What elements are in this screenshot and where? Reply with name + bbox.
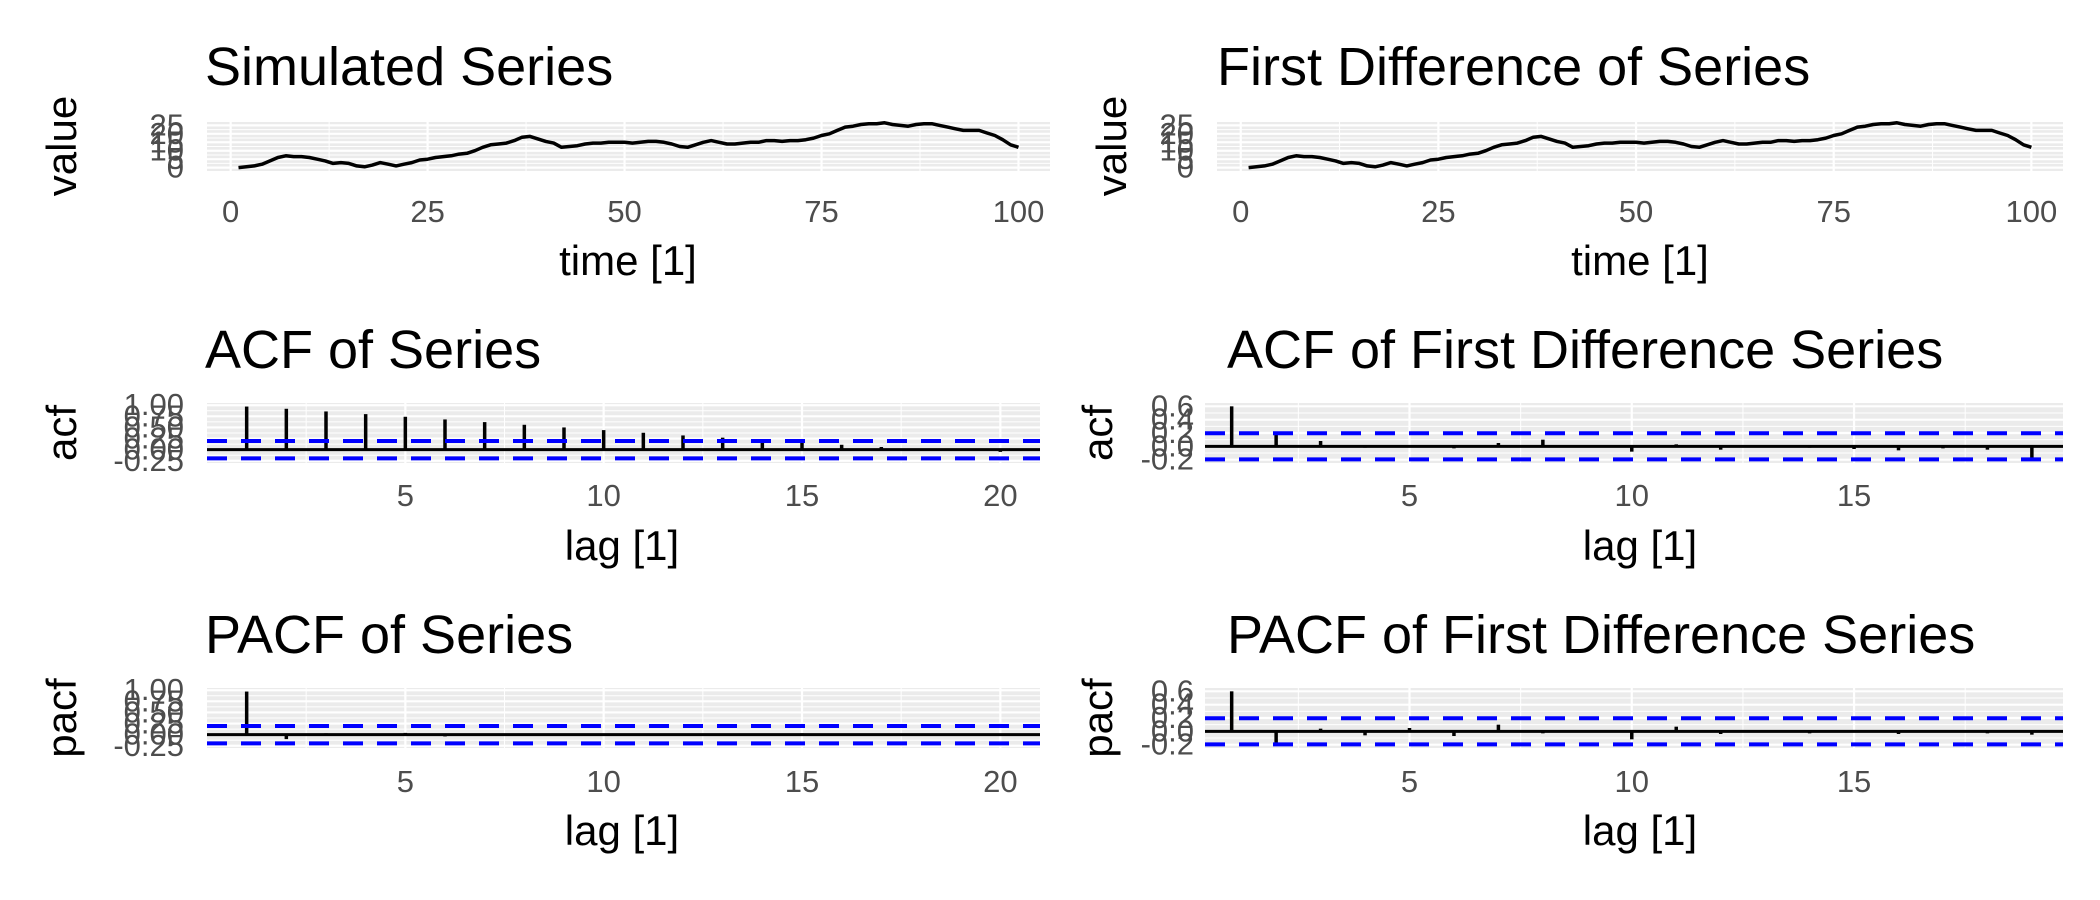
chart-title: ACF of First Difference Series bbox=[1227, 320, 1943, 380]
y-axis-title: pacf bbox=[1074, 678, 1121, 758]
y-tick-label: -0.2 bbox=[1141, 442, 1194, 477]
x-tick-label: 5 bbox=[397, 764, 414, 799]
panel-pacf-series: 5 10 15 20 -0.250.000.250.500.751.00 PACF of… bbox=[38, 605, 1040, 854]
x-tick-label: 75 bbox=[804, 194, 838, 229]
data-marks bbox=[1205, 691, 2063, 747]
data-marks bbox=[1205, 406, 2063, 462]
y-tick-label: 0.00 bbox=[124, 717, 184, 752]
data-marks bbox=[207, 406, 1040, 461]
y-axis-title: pacf bbox=[38, 678, 85, 758]
panel-pacf-first-difference: 5 10 15 -0.20.00.20.40.6 PACF of First Diff… bbox=[1074, 605, 2063, 854]
x-tick-label: 10 bbox=[1615, 764, 1649, 799]
y-tick-label: 1.00 bbox=[124, 672, 184, 707]
chart-title: Simulated Series bbox=[205, 37, 613, 97]
y-tick-label: 25 bbox=[1160, 107, 1194, 142]
y-tick-label: 5 bbox=[1177, 141, 1194, 176]
x-tick-label: 5 bbox=[397, 478, 414, 513]
y-tick-label: 0.2 bbox=[1151, 415, 1194, 450]
data-marks bbox=[238, 121, 1020, 170]
x-axis-title: lag [1] bbox=[565, 807, 679, 854]
x-axis-title: lag [1] bbox=[565, 522, 679, 569]
chart-title: PACF of Series bbox=[205, 605, 573, 665]
y-tick-label: -0.25 bbox=[113, 443, 184, 478]
data-marks bbox=[207, 691, 1040, 746]
x-tick-label: 75 bbox=[1816, 194, 1850, 229]
y-tick-label: 0.75 bbox=[124, 398, 184, 433]
y-tick-label: 0.25 bbox=[124, 421, 184, 456]
y-tick-label: 1.00 bbox=[124, 387, 184, 422]
gridlines bbox=[1217, 122, 2063, 171]
y-tick-label: -0.2 bbox=[1141, 727, 1194, 762]
tick-labels: 5 10 15 -0.20.00.20.40.6 bbox=[1141, 673, 1872, 799]
tick-labels: 5 10 15 20 -0.250.000.250.500.751.00 bbox=[113, 387, 1017, 513]
y-tick-label: 0.00 bbox=[124, 432, 184, 467]
x-tick-label: 50 bbox=[1619, 194, 1653, 229]
y-tick-label: 0.0 bbox=[1151, 428, 1194, 463]
panel-acf-series: 5 10 15 20 -0.250.000.250.500.751.00 ACF of … bbox=[38, 320, 1040, 569]
x-axis-title: lag [1] bbox=[1583, 522, 1697, 569]
y-axis-title: value bbox=[38, 96, 85, 196]
y-tick-label: 10 bbox=[1160, 133, 1194, 168]
y-tick-label: 10 bbox=[150, 133, 184, 168]
x-tick-label: 0 bbox=[1232, 194, 1249, 229]
y-tick-label: 20 bbox=[1160, 116, 1194, 151]
y-axis-title: acf bbox=[1074, 405, 1121, 461]
y-tick-label: 0.75 bbox=[124, 683, 184, 718]
x-tick-label: 100 bbox=[2006, 194, 2058, 229]
y-tick-label: 0.4 bbox=[1151, 402, 1194, 437]
x-tick-label: 15 bbox=[785, 764, 819, 799]
chart-title: PACF of First Difference Series bbox=[1227, 605, 1975, 665]
y-tick-label: 0.50 bbox=[124, 409, 184, 444]
x-tick-label: 5 bbox=[1401, 764, 1418, 799]
y-tick-label: 0.25 bbox=[124, 706, 184, 741]
series-line bbox=[1248, 121, 2032, 170]
chart-title: First Difference of Series bbox=[1217, 37, 1810, 97]
y-tick-label: 25 bbox=[150, 107, 184, 142]
x-axis-title: time [1] bbox=[559, 237, 697, 284]
chart-title: ACF of Series bbox=[205, 320, 541, 380]
tick-labels: 5 10 15 20 -0.250.000.250.500.751.00 bbox=[113, 672, 1017, 799]
x-tick-label: 25 bbox=[410, 194, 444, 229]
y-axis-title: value bbox=[1088, 96, 1135, 196]
y-tick-label: 0.2 bbox=[1151, 700, 1194, 735]
x-tick-label: 100 bbox=[993, 194, 1045, 229]
x-axis-title: lag [1] bbox=[1583, 807, 1697, 854]
y-tick-label: 0.50 bbox=[124, 694, 184, 729]
y-axis-title: acf bbox=[38, 405, 85, 461]
x-tick-label: 15 bbox=[785, 478, 819, 513]
x-tick-label: 50 bbox=[607, 194, 641, 229]
gridlines bbox=[207, 403, 1040, 463]
y-tick-label: 0.6 bbox=[1151, 388, 1194, 423]
y-tick-label: 0.4 bbox=[1151, 687, 1194, 722]
y-tick-label: 15 bbox=[150, 124, 184, 159]
x-tick-label: 15 bbox=[1837, 764, 1871, 799]
x-tick-label: 0 bbox=[222, 194, 239, 229]
y-tick-label: 0.6 bbox=[1151, 673, 1194, 708]
series-line bbox=[238, 121, 1020, 170]
y-tick-label: 15 bbox=[1160, 124, 1194, 159]
tick-labels: 5 10 15 -0.20.00.20.40.6 bbox=[1141, 388, 1872, 513]
panel-acf-first-difference: 5 10 15 -0.20.00.20.40.6 ACF of First Diffe… bbox=[1074, 320, 2063, 569]
y-tick-label: 5 bbox=[167, 141, 184, 176]
x-tick-label: 5 bbox=[1401, 478, 1418, 513]
y-tick-label: 0 bbox=[167, 150, 184, 185]
y-tick-label: 20 bbox=[150, 116, 184, 151]
x-tick-label: 15 bbox=[1837, 478, 1871, 513]
x-tick-label: 20 bbox=[983, 764, 1017, 799]
y-tick-label: 0 bbox=[1177, 150, 1194, 185]
x-tick-label: 20 bbox=[983, 478, 1017, 513]
data-marks bbox=[1248, 121, 2032, 170]
x-tick-label: 10 bbox=[1615, 478, 1649, 513]
y-tick-label: 0.0 bbox=[1151, 713, 1194, 748]
x-tick-label: 10 bbox=[586, 478, 620, 513]
x-axis-title: time [1] bbox=[1571, 237, 1709, 284]
x-tick-label: 10 bbox=[586, 764, 620, 799]
y-tick-label: -0.25 bbox=[113, 728, 184, 763]
x-tick-label: 25 bbox=[1421, 194, 1455, 229]
